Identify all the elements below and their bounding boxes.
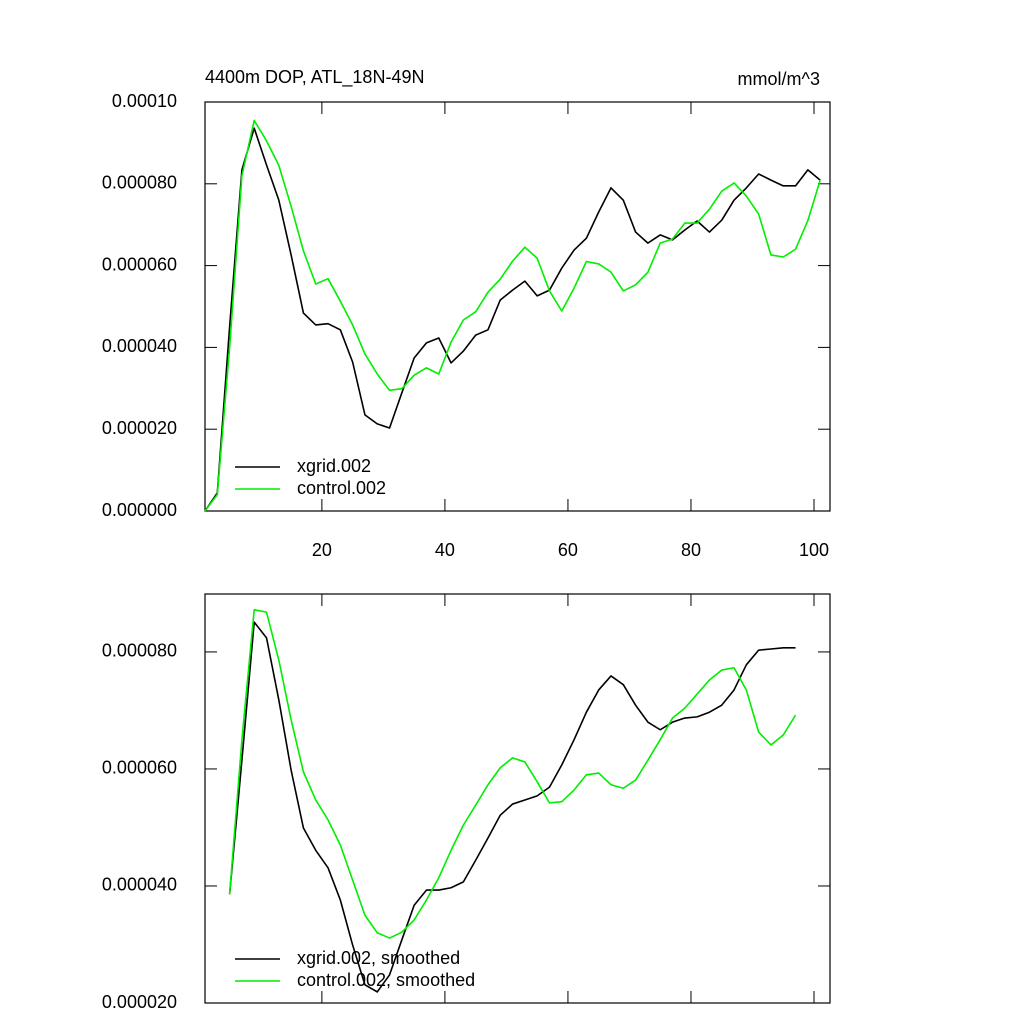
x-tick-label: 20 xyxy=(312,540,332,560)
y-tick-label: 0.000080 xyxy=(102,641,177,661)
units-label: mmol/m^3 xyxy=(738,69,820,89)
series-line xyxy=(228,621,796,993)
x-tick-label: 80 xyxy=(681,540,701,560)
plot-frame xyxy=(204,101,831,512)
y-tick-label: 0.000020 xyxy=(102,418,177,438)
legend-label: control.002, smoothed xyxy=(297,970,475,990)
series-line xyxy=(228,609,797,939)
series-line xyxy=(204,119,821,512)
y-tick-label: 0.000000 xyxy=(102,500,177,520)
x-tick-label: 40 xyxy=(435,540,455,560)
legend-label: xgrid.002 xyxy=(297,456,371,476)
series-line xyxy=(204,127,821,512)
plot-frame xyxy=(204,593,831,1004)
legend-label: control.002 xyxy=(297,478,386,498)
y-tick-label: 0.000020 xyxy=(102,992,177,1012)
y-tick-label: 0.000080 xyxy=(102,173,177,193)
y-tick-label: 0.00010 xyxy=(112,91,177,111)
x-tick-label: 60 xyxy=(558,540,578,560)
y-tick-label: 0.000040 xyxy=(102,875,177,895)
legend-label: xgrid.002, smoothed xyxy=(297,948,460,968)
x-tick-label: 100 xyxy=(799,540,829,560)
chart-title: 4400m DOP, ATL_18N-49N xyxy=(205,67,424,88)
y-tick-label: 0.000060 xyxy=(102,254,177,274)
y-tick-label: 0.000060 xyxy=(102,758,177,778)
y-tick-label: 0.000040 xyxy=(102,336,177,356)
